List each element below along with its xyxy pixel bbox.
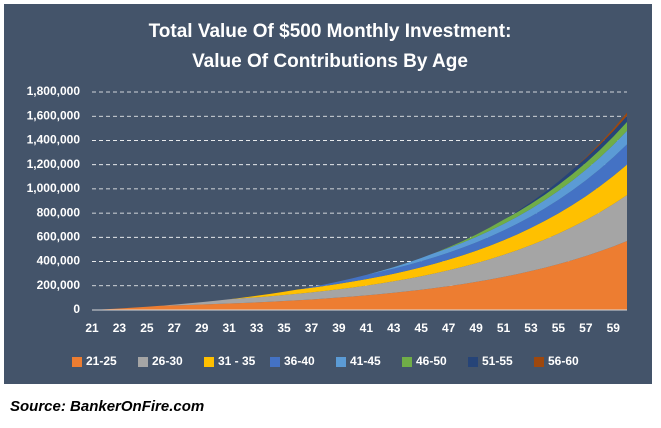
x-tick-label: 39 [332,321,346,335]
x-tick-label: 55 [552,321,566,335]
legend-label: 31 - 35 [218,354,256,368]
x-tick-label: 29 [195,321,209,335]
area [92,144,627,310]
x-tick-label: 21 [85,321,99,335]
x-tick-label: 59 [607,321,621,335]
y-tick-label: 600,000 [37,230,81,244]
y-tick-label: 400,000 [37,254,81,268]
y-tick-label: 1,400,000 [27,133,81,147]
area [92,241,627,310]
x-tick-label: 57 [579,321,593,335]
legend-label: 51-55 [482,354,513,368]
area [92,164,627,310]
x-tick-label: 53 [524,321,538,335]
x-tick-label: 43 [387,321,401,335]
y-tick-label: 1,800,000 [27,84,81,98]
x-tick-label: 25 [140,321,154,335]
y-tick-label: 1,000,000 [27,181,81,195]
legend-swatch [270,357,280,367]
x-tick-label: 35 [277,321,291,335]
x-tick-label: 51 [497,321,511,335]
legend-swatch [534,357,544,367]
source-note: Source: BankerOnFire.com [10,398,204,415]
legend-swatch [138,357,148,367]
x-tick-label: 27 [168,321,182,335]
y-tick-label: 800,000 [37,205,81,219]
x-tick-label: 41 [360,321,374,335]
legend-swatch [72,357,82,367]
legend-swatch [204,357,214,367]
legend-label: 46-50 [416,354,447,368]
y-tick-label: 0 [73,302,80,316]
x-tick-label: 45 [415,321,429,335]
legend-swatch [336,357,346,367]
x-tick-label: 37 [305,321,319,335]
area [92,195,627,310]
legend-label: 21-25 [86,354,117,368]
legend-label: 26-30 [152,354,183,368]
legend-swatch [402,357,412,367]
legend-label: 41-45 [350,354,381,368]
x-tick-label: 31 [222,321,236,335]
x-tick-label: 33 [250,321,264,335]
area [92,130,627,310]
y-tick-label: 1,200,000 [27,157,81,171]
y-tick-label: 1,600,000 [27,108,81,122]
legend-label: 36-40 [284,354,315,368]
y-tick-label: 200,000 [37,278,81,292]
x-tick-label: 49 [469,321,483,335]
legend-swatch [468,357,478,367]
chart-title: Total Value Of $500 Monthly Investment: [149,21,512,42]
chart-subtitle: Value Of Contributions By Age [192,51,468,72]
x-tick-label: 23 [113,321,127,335]
x-tick-label: 47 [442,321,456,335]
legend-label: 56-60 [548,354,579,368]
